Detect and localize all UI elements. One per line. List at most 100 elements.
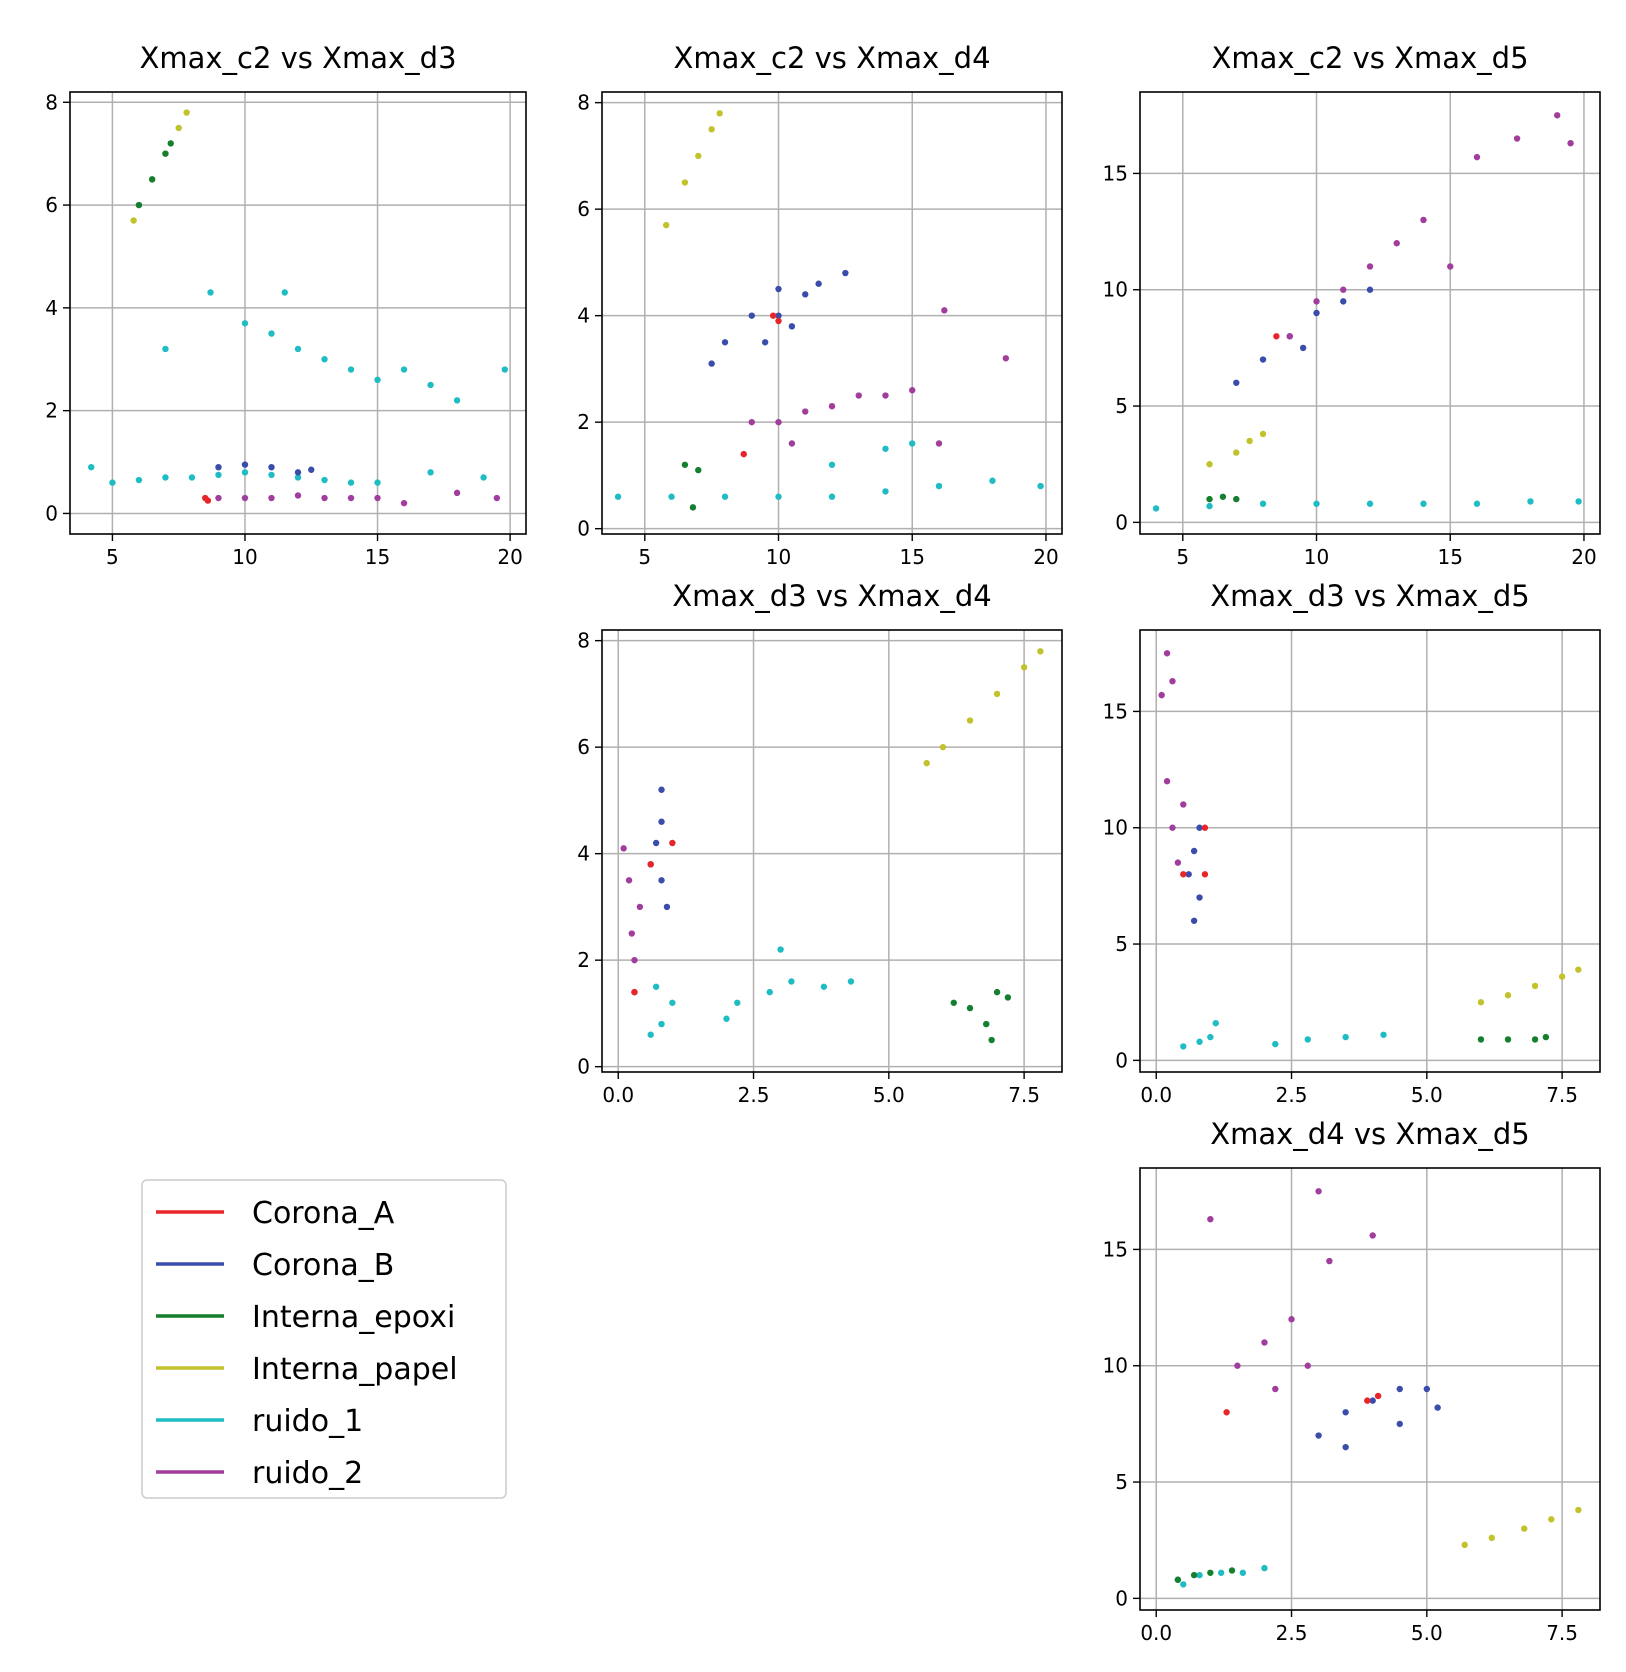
subplot-c2-d5: 5 10 15 20 0 5 10 15 Xmax_c2 vs Xmax_d5	[1103, 41, 1601, 569]
data-point	[321, 494, 328, 502]
y-tick-label: 0	[577, 517, 590, 541]
data-point	[1504, 992, 1512, 999]
data-point	[708, 126, 715, 133]
data-point	[241, 469, 249, 476]
data-point	[1196, 894, 1203, 901]
data-point	[109, 479, 116, 486]
series-corona-b	[1233, 286, 1374, 386]
series-ruido-2	[1207, 1188, 1376, 1393]
x-tick-label: 5.0	[873, 1083, 905, 1107]
data-point	[1217, 1569, 1225, 1576]
data-point	[777, 946, 784, 953]
data-point	[501, 366, 508, 373]
subplot-title: Xmax_c2 vs Xmax_d3	[139, 41, 456, 75]
data-point	[1575, 1506, 1582, 1514]
data-point	[689, 504, 697, 511]
data-point	[1393, 240, 1400, 247]
data-point	[761, 339, 769, 346]
legend-label: ruido_1	[252, 1404, 363, 1439]
data-point	[1567, 139, 1574, 147]
data-point	[135, 476, 143, 484]
data-point	[1304, 1036, 1311, 1043]
series-ruido-1	[88, 289, 508, 486]
y-tick-label: 15	[1103, 1237, 1128, 1261]
y-tick-label: 4	[577, 842, 590, 866]
data-point	[1313, 500, 1320, 507]
y-tick-label: 2	[577, 410, 590, 434]
data-point	[1180, 1581, 1187, 1588]
data-point	[374, 479, 381, 486]
data-point	[1420, 500, 1427, 507]
data-point	[204, 497, 212, 504]
y-tick-label: 4	[45, 296, 58, 320]
data-point	[882, 445, 889, 452]
data-point	[1259, 356, 1267, 363]
data-point	[721, 493, 729, 500]
data-point	[669, 999, 676, 1006]
data-point	[183, 109, 190, 116]
data-point	[1180, 801, 1187, 808]
x-tick-label: 0.0	[602, 1083, 634, 1107]
data-point	[1246, 437, 1253, 445]
y-tick-label: 10	[1103, 278, 1128, 302]
data-point	[1272, 1040, 1279, 1048]
data-point	[1315, 1432, 1322, 1439]
y-tick-label: 5	[1115, 394, 1128, 418]
axes-frame	[601, 629, 1063, 1073]
data-point	[788, 978, 795, 985]
series-corona-b	[1185, 824, 1203, 924]
data-point	[1212, 1019, 1219, 1027]
data-point	[882, 488, 889, 495]
data-point	[820, 983, 828, 990]
series-corona-b	[647, 786, 671, 911]
data-point	[207, 289, 214, 296]
data-point	[1396, 1385, 1403, 1393]
subplot-title: Xmax_c2 vs Xmax_d5	[1211, 41, 1528, 75]
data-point	[721, 339, 729, 346]
data-point	[788, 323, 796, 330]
data-point	[88, 463, 95, 471]
data-point	[620, 845, 627, 852]
x-tick-label: 5.0	[1411, 1621, 1443, 1645]
x-tick-label: 2.5	[1276, 1621, 1308, 1645]
data-point	[1273, 333, 1280, 340]
y-tick-label: 2	[577, 948, 590, 972]
data-point	[935, 440, 943, 447]
series-interna-epoxi	[1477, 1033, 1550, 1043]
data-point	[1207, 1215, 1214, 1223]
x-tick-label: 10	[766, 545, 791, 569]
data-point	[215, 494, 222, 502]
data-point	[268, 471, 275, 479]
y-tick-label: 8	[577, 629, 590, 653]
data-point	[1180, 1043, 1187, 1050]
subplot-c2-d3: 5 10 15 20 0 2 4 6 8 Xmax_c2 vs Xmax_d3	[45, 41, 527, 569]
axes-frame	[1139, 629, 1601, 1073]
data-point	[1366, 286, 1374, 293]
y-tick-label: 2	[45, 399, 58, 423]
x-tick-label: 7.5	[1546, 1621, 1578, 1645]
data-point	[636, 903, 644, 911]
data-point	[1206, 461, 1213, 468]
data-point	[1190, 847, 1198, 855]
y-tick-label: 6	[577, 197, 590, 221]
data-point	[669, 839, 676, 847]
series-corona-a	[740, 312, 782, 458]
data-point	[400, 366, 408, 373]
data-point	[1342, 1443, 1349, 1451]
data-point	[847, 978, 855, 985]
data-point	[1488, 1534, 1495, 1542]
data-point	[1219, 493, 1227, 500]
data-point	[1369, 1397, 1376, 1404]
data-point	[828, 493, 836, 500]
x-tick-label: 5	[638, 545, 651, 569]
y-tick-label: 4	[577, 304, 590, 328]
data-point	[1288, 1316, 1295, 1323]
data-point	[695, 466, 702, 474]
data-point	[1201, 871, 1209, 878]
data-point	[614, 493, 622, 500]
data-point	[1174, 1576, 1182, 1583]
data-point	[716, 110, 723, 117]
data-point	[681, 461, 689, 468]
series-corona-b	[708, 269, 849, 367]
series-ruido-1	[647, 946, 855, 1038]
